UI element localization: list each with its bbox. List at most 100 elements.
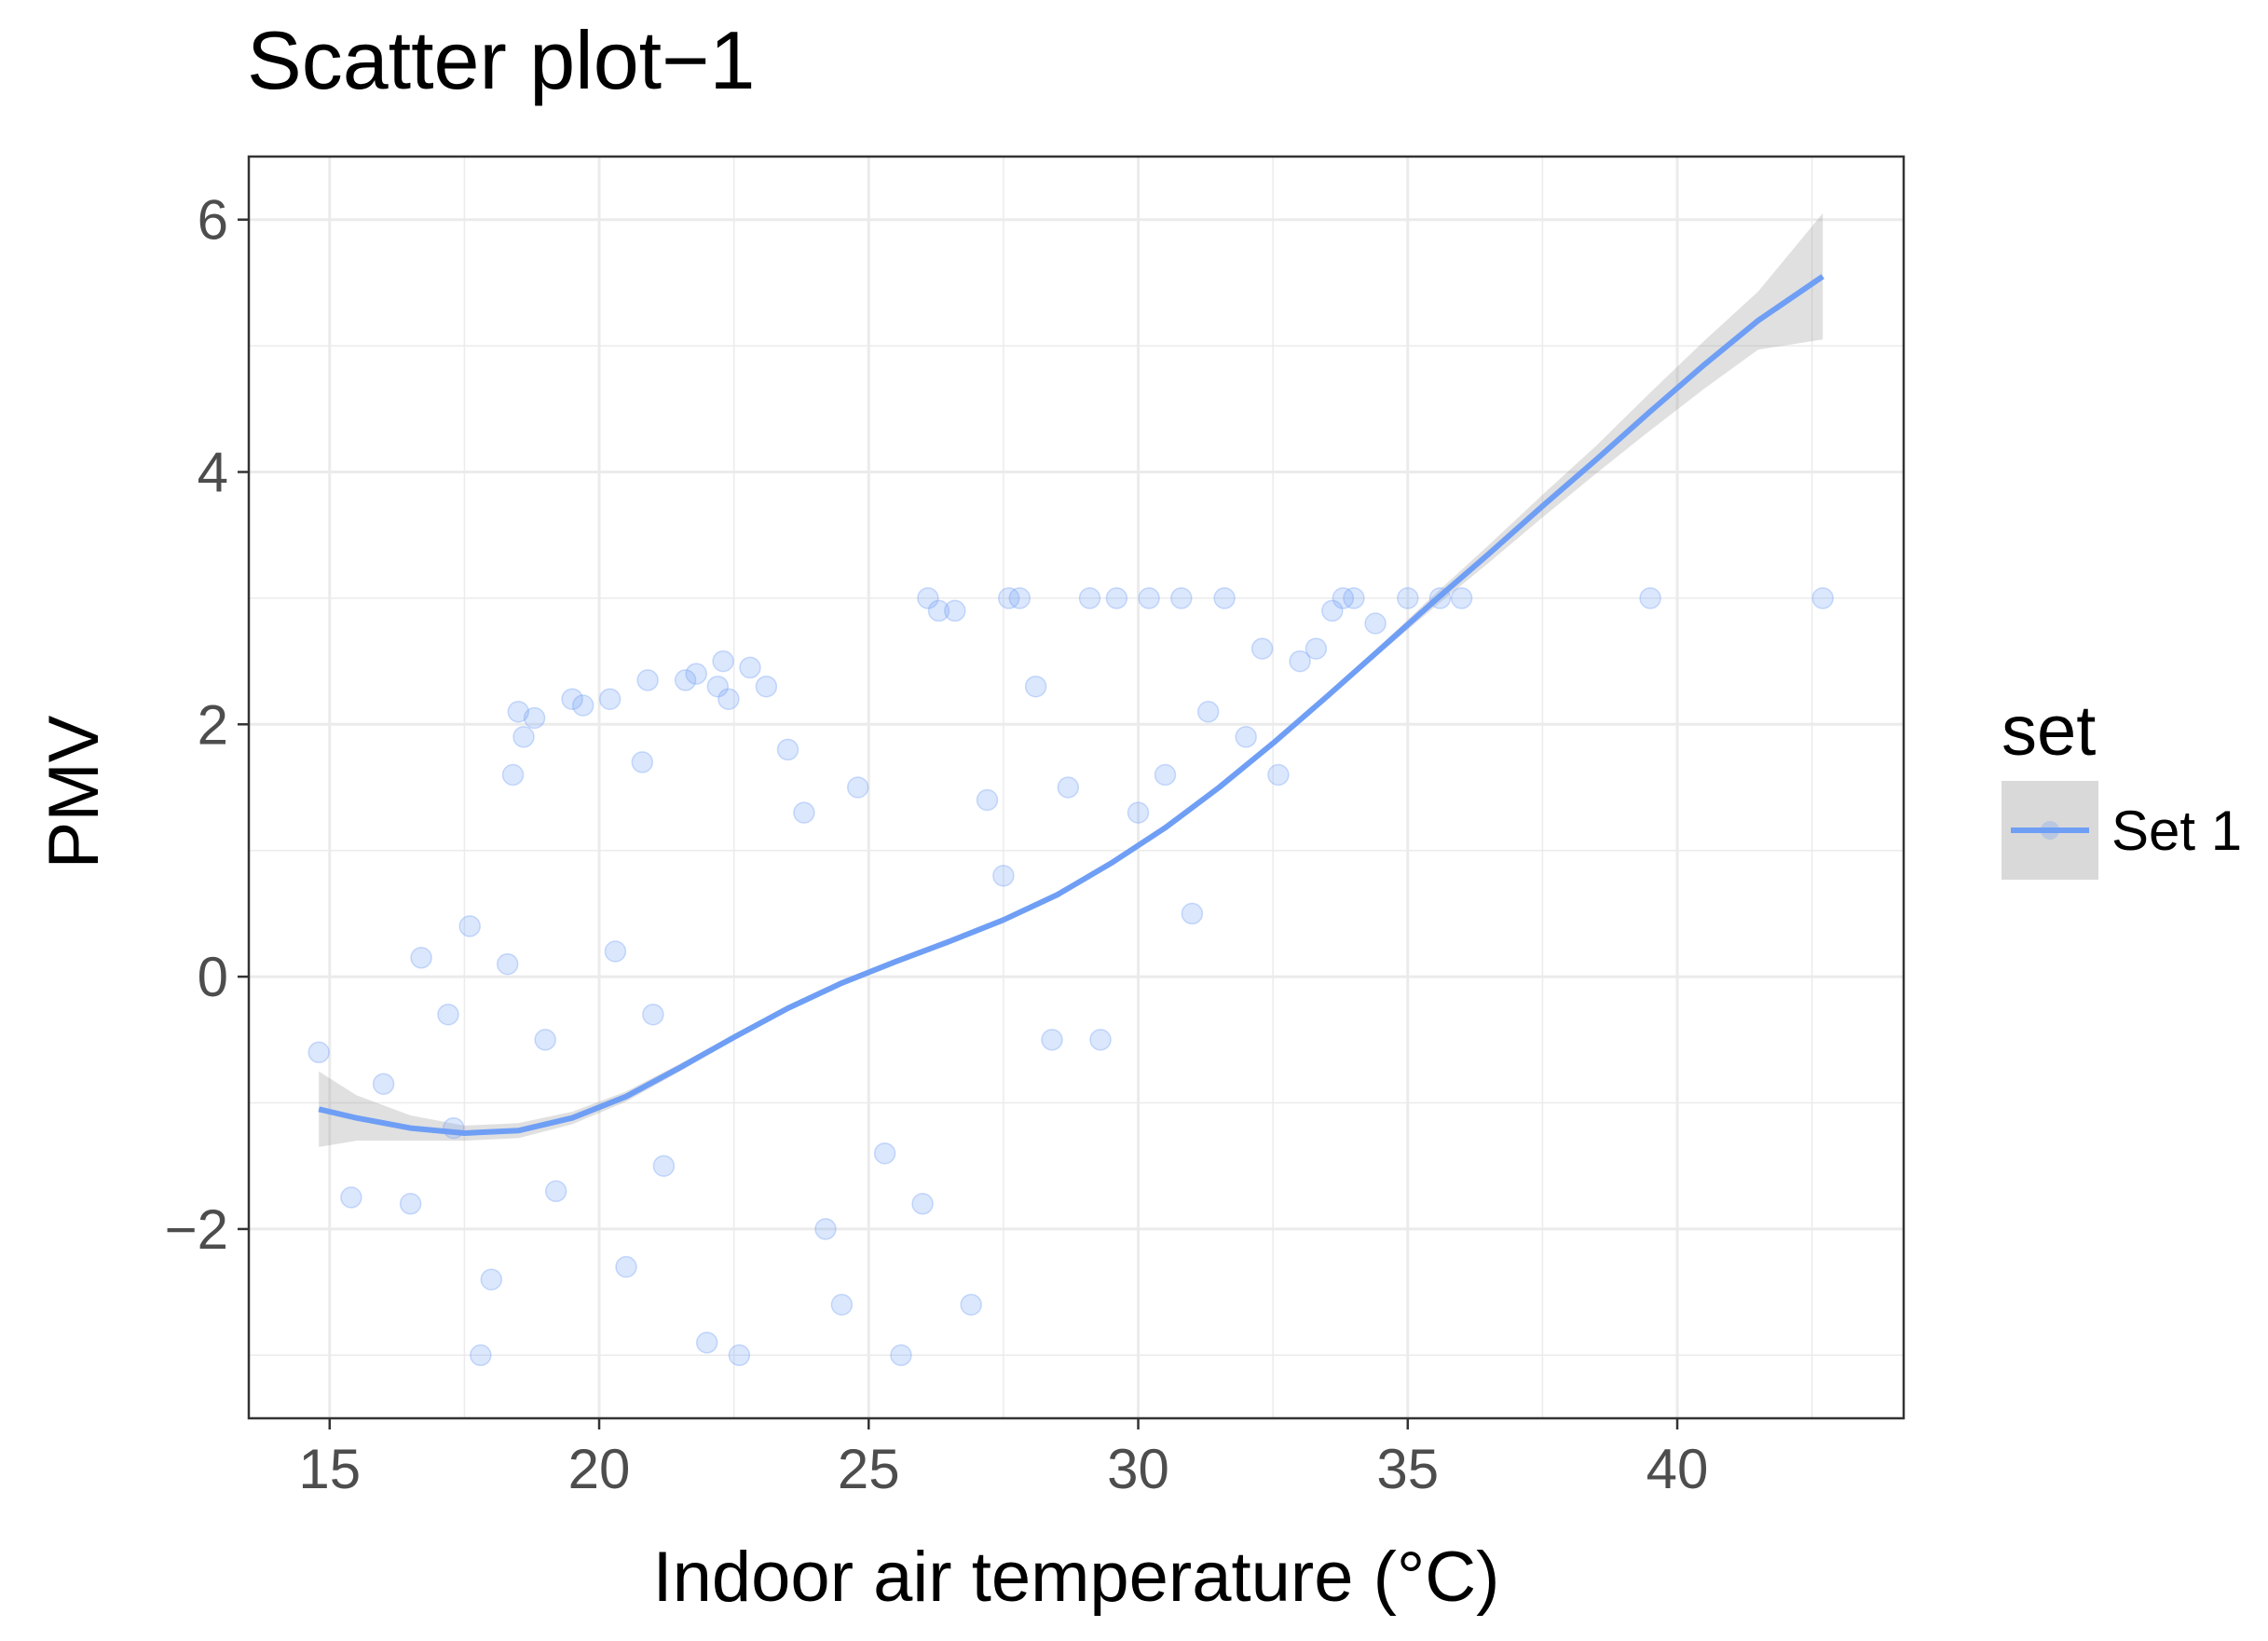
data-point: [793, 801, 815, 824]
data-point: [307, 1041, 330, 1064]
data-point: [1343, 587, 1365, 609]
data-point: [776, 738, 799, 761]
data-point: [615, 1255, 637, 1279]
data-point: [1008, 587, 1032, 609]
data-point: [755, 675, 778, 698]
data-point: [846, 776, 869, 799]
data-point: [739, 656, 761, 679]
data-point: [814, 1218, 837, 1240]
chart-title: Scatter plot−1: [247, 14, 755, 106]
legend-key-point: [2041, 821, 2059, 840]
data-point: [1321, 599, 1344, 622]
data-point: [631, 751, 654, 773]
y-axis-ticks: −2 0 2 4 6: [165, 189, 249, 1261]
trend-line-group: [318, 274, 1824, 1136]
data-point: [642, 1003, 664, 1026]
legend-entry-set-1: Set 1: [2111, 800, 2242, 862]
data-point: [1235, 726, 1257, 748]
data-point: [830, 1293, 854, 1316]
data-point: [458, 915, 481, 937]
data-point: [728, 1344, 751, 1367]
data-point: [706, 675, 730, 698]
data-point: [944, 599, 966, 622]
data-point: [399, 1193, 422, 1215]
data-point: [1127, 801, 1150, 824]
x-tick-label: 40: [1646, 1438, 1709, 1500]
data-point: [927, 599, 950, 622]
x-tick-label: 35: [1376, 1438, 1439, 1500]
data-point: [1289, 650, 1311, 673]
data-point: [976, 788, 999, 812]
y-tick-label: 2: [198, 693, 228, 756]
data-point: [636, 669, 659, 691]
data-point: [561, 688, 583, 710]
x-tick-label: 15: [298, 1438, 361, 1500]
data-point: [410, 947, 432, 969]
data-point: [496, 952, 519, 976]
data-point: [1397, 587, 1419, 609]
y-tick-label: 0: [198, 946, 228, 1008]
data-point: [1105, 587, 1128, 609]
data-point: [1332, 587, 1355, 609]
data-point: [911, 1193, 934, 1215]
data-point: [1305, 637, 1328, 660]
data-point: [1267, 763, 1290, 786]
data-point: [712, 650, 734, 673]
data-point: [960, 1293, 982, 1316]
data-point: [695, 1332, 718, 1354]
trend-line: [318, 274, 1824, 1136]
data-point: [480, 1268, 503, 1291]
data-point: [1250, 637, 1274, 660]
data-point: [685, 663, 707, 685]
x-axis-ticks: 15 20 25 30 35 40: [298, 1418, 1708, 1500]
data-point: [1196, 701, 1220, 723]
data-point: [1639, 587, 1661, 609]
data-point: [1213, 587, 1236, 609]
data-point: [1138, 587, 1160, 609]
x-axis-label: Indoor air temperature (°C): [653, 1538, 1500, 1617]
legend: set Set 1: [2002, 691, 2242, 880]
data-point: [992, 865, 1015, 887]
data-point: [1450, 587, 1473, 609]
data-point: [917, 587, 939, 609]
data-point: [1041, 1029, 1063, 1051]
data-point: [501, 763, 525, 786]
data-point: [523, 706, 546, 730]
y-tick-label: −2: [165, 1198, 228, 1261]
data-point: [470, 1344, 492, 1367]
data-point: [652, 1155, 676, 1177]
grid-lines: [249, 157, 1904, 1418]
data-point: [598, 688, 622, 710]
data-point: [1057, 776, 1080, 799]
data-point: [997, 587, 1020, 609]
y-axis-label: PMV: [34, 715, 114, 868]
data-point: [1811, 587, 1834, 609]
data-point: [1089, 1029, 1112, 1051]
x-tick-label: 25: [838, 1438, 900, 1500]
data-point: [1024, 675, 1047, 698]
y-tick-label: 6: [198, 189, 228, 252]
y-tick-label: 4: [198, 442, 228, 504]
data-point: [437, 1003, 459, 1026]
data-point: [1181, 902, 1204, 925]
data-point: [571, 694, 594, 717]
data-point: [1170, 587, 1193, 609]
data-point: [890, 1344, 912, 1367]
data-point: [544, 1180, 567, 1203]
data-point: [604, 940, 627, 963]
x-tick-label: 20: [568, 1438, 631, 1500]
data-points: [307, 587, 1834, 1367]
data-point: [372, 1073, 395, 1095]
data-point: [512, 726, 535, 748]
x-tick-label: 30: [1107, 1438, 1169, 1500]
legend-title: set: [2002, 691, 2096, 771]
data-point: [674, 669, 697, 691]
data-point: [873, 1142, 896, 1165]
data-point: [1364, 612, 1387, 635]
data-point: [534, 1029, 556, 1051]
data-point: [717, 688, 740, 710]
plot-panel-background: [249, 157, 1904, 1418]
data-point: [1078, 587, 1101, 609]
plot-panel-border: [247, 155, 1906, 1420]
